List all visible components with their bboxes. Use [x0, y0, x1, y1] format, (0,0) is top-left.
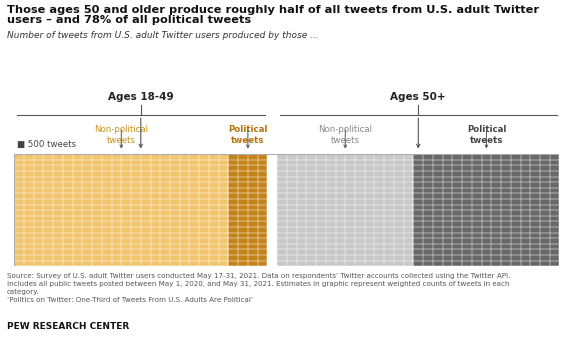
Text: users – and 78% of all political tweets: users – and 78% of all political tweets — [7, 15, 251, 25]
Text: Political
tweets: Political tweets — [467, 125, 506, 145]
Bar — [14, 154, 228, 266]
Text: Source: Survey of U.S. adult Twitter users conducted May 17-31, 2021. Data on re: Source: Survey of U.S. adult Twitter use… — [7, 273, 510, 303]
Bar — [228, 154, 268, 266]
Text: PEW RESEARCH CENTER: PEW RESEARCH CENTER — [7, 321, 129, 331]
Bar — [414, 154, 559, 266]
Text: Those ages 50 and older produce roughly half of all tweets from U.S. adult Twitt: Those ages 50 and older produce roughly … — [7, 5, 539, 15]
Text: Ages 18-49: Ages 18-49 — [108, 92, 174, 102]
Text: Non-political
tweets: Non-political tweets — [318, 125, 372, 145]
Text: Ages 50+: Ages 50+ — [390, 92, 446, 102]
Bar — [277, 154, 414, 266]
Text: ■ 500 tweets: ■ 500 tweets — [17, 140, 76, 149]
Text: Political
tweets: Political tweets — [228, 125, 268, 145]
Text: Number of tweets from U.S. adult Twitter users produced by those ...: Number of tweets from U.S. adult Twitter… — [7, 31, 319, 40]
Text: Non-political
tweets: Non-political tweets — [94, 125, 148, 145]
